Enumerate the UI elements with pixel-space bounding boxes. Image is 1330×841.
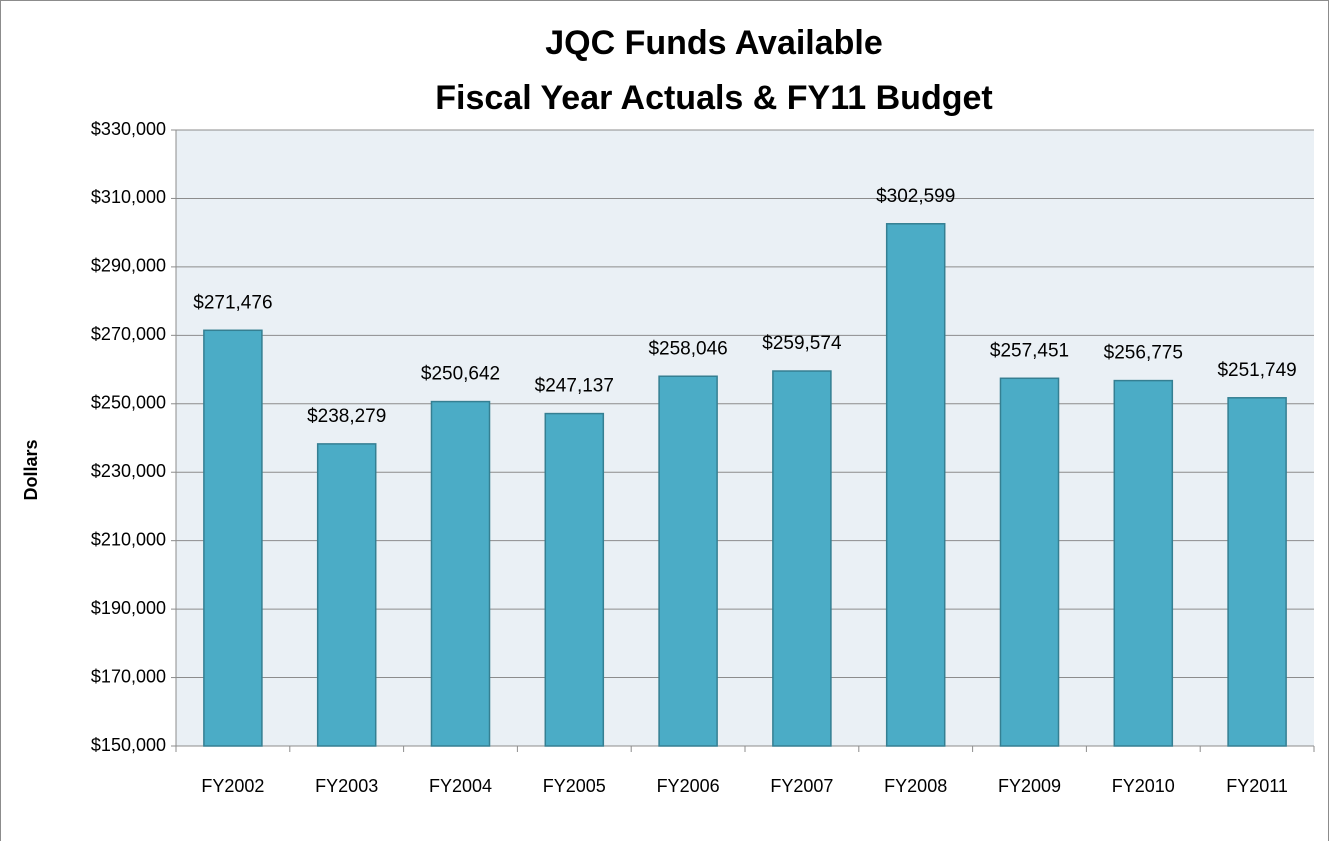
y-tick-label: $290,000 <box>91 256 166 276</box>
x-tick-label: FY2007 <box>770 776 833 796</box>
y-tick-label: $210,000 <box>91 529 166 549</box>
bar <box>430 400 491 747</box>
x-tick-label: FY2003 <box>315 776 378 796</box>
bar <box>999 377 1060 747</box>
bar <box>1227 397 1287 747</box>
x-tick-label: FY2011 <box>1226 776 1288 796</box>
data-label: $250,642 <box>421 364 500 385</box>
chart-title: Fiscal Year Actuals & FY11 Budget <box>435 79 992 117</box>
y-tick-label: $190,000 <box>91 598 166 618</box>
x-tick-label: FY2009 <box>998 776 1061 796</box>
data-label: $238,279 <box>307 406 386 427</box>
x-tick-label: FY2010 <box>1112 776 1175 796</box>
data-label: $257,451 <box>990 340 1069 361</box>
y-axis-label: Dollars <box>21 439 41 500</box>
y-tick-label: $250,000 <box>91 393 166 413</box>
x-tick-label: FY2006 <box>657 776 720 796</box>
data-label: $256,775 <box>1104 343 1183 364</box>
data-label: $247,137 <box>535 376 614 397</box>
y-tick-label: $310,000 <box>91 187 166 207</box>
y-tick-label: $230,000 <box>91 461 166 481</box>
bar <box>658 375 718 747</box>
data-label: $259,574 <box>762 333 842 354</box>
data-label: $271,476 <box>193 292 272 313</box>
y-tick-label: $150,000 <box>91 735 166 755</box>
bar <box>885 223 946 747</box>
data-label: $251,749 <box>1217 360 1296 381</box>
bar <box>544 412 605 747</box>
x-tick-label: FY2008 <box>884 776 947 796</box>
bar <box>772 370 832 747</box>
y-tick-label: $330,000 <box>91 119 166 139</box>
y-tick-label: $170,000 <box>91 666 166 686</box>
y-tick-label: $270,000 <box>91 324 166 344</box>
data-label: $258,046 <box>648 338 727 359</box>
chart-title: JQC Funds Available <box>545 24 883 62</box>
bar <box>203 329 263 747</box>
bar <box>1113 379 1174 747</box>
data-label: $302,599 <box>876 186 955 207</box>
x-tick-label: FY2005 <box>543 776 606 796</box>
bar <box>316 443 377 747</box>
x-tick-label: FY2004 <box>429 776 492 796</box>
x-tick-label: FY2002 <box>201 776 264 796</box>
